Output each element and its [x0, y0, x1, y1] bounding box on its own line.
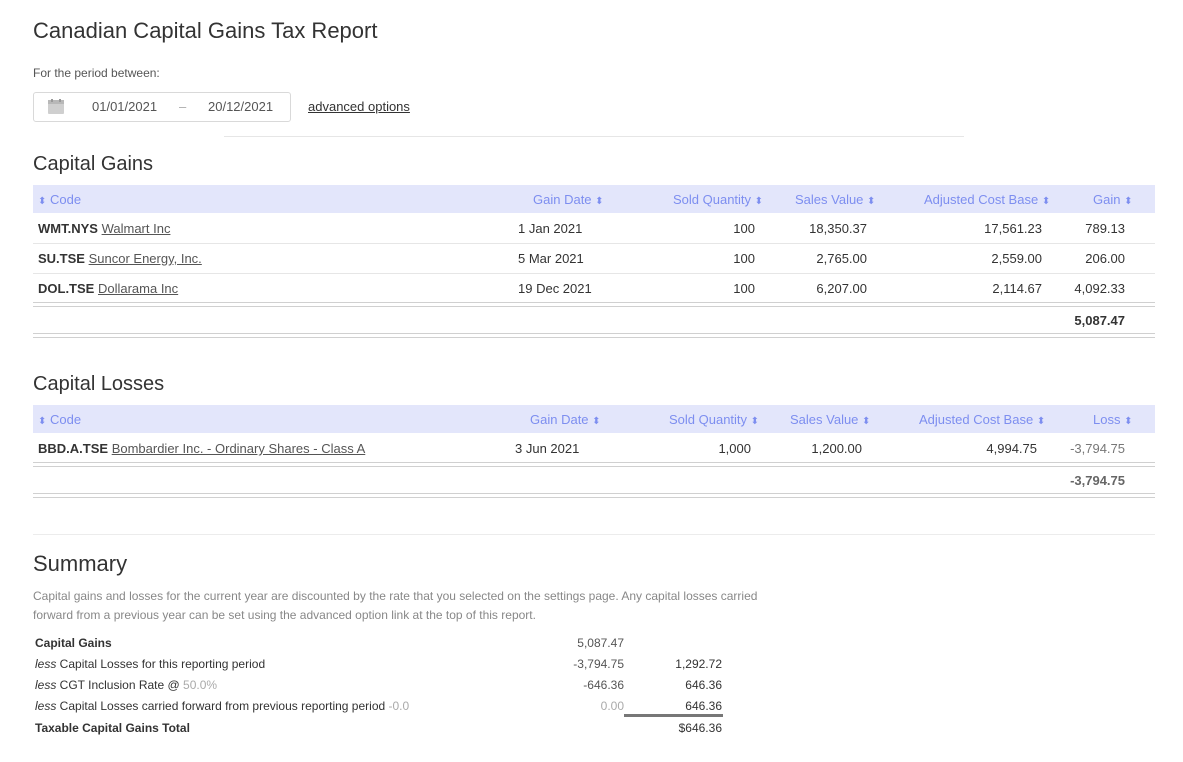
- gain-date: 1 Jan 2021: [518, 221, 583, 236]
- summary-title: Summary: [33, 551, 128, 576]
- losses-table-header: ⬍ Code Gain Date ⬍ Sold Quantity ⬍ Sales…: [33, 405, 1155, 433]
- divider: [33, 462, 1155, 467]
- sort-icon: ⬍: [38, 196, 47, 207]
- th-gain-date[interactable]: Gain Date ⬍: [530, 412, 601, 427]
- th-gain[interactable]: Gain ⬍: [1093, 192, 1133, 207]
- summary-value: 5,087.47: [577, 636, 624, 650]
- sort-icon: ⬍: [754, 196, 764, 207]
- sales-value: 2,765.00: [816, 251, 867, 266]
- summary-description: Capital gains and losses for the current…: [33, 589, 758, 622]
- sold-quantity: 1,000: [718, 441, 751, 456]
- stock-code: BBD.A.TSE: [38, 441, 109, 456]
- gain-date: 3 Jun 2021: [515, 441, 580, 456]
- sort-icon: ⬍: [862, 416, 871, 427]
- losses-total: -3,794.75: [1070, 473, 1125, 488]
- summary-label: less Capital Losses for this reporting p…: [35, 657, 266, 671]
- gain-date: 5 Mar 2021: [518, 251, 584, 266]
- sold-quantity: 100: [733, 251, 755, 266]
- calendar-icon: [48, 99, 64, 114]
- sort-icon: ⬍: [592, 416, 601, 427]
- sort-icon: ⬍: [1124, 196, 1133, 207]
- divider: [33, 333, 1155, 338]
- stock-name-link[interactable]: Walmart Inc: [101, 221, 171, 236]
- th-adjusted-cost-base[interactable]: Adjusted Cost Base ⬍: [919, 412, 1046, 427]
- stock-code: WMT.NYS: [38, 221, 98, 236]
- period-label: For the period between:: [33, 66, 160, 80]
- th-gain-date[interactable]: Gain Date ⬍: [533, 192, 604, 207]
- date-separator: –: [179, 99, 187, 114]
- table-row: WMT.NYS Walmart Inc 1 Jan 2021 100 18,35…: [33, 214, 1155, 244]
- sort-icon: ⬍: [595, 196, 604, 207]
- adjusted-cost-base: 4,994.75: [986, 441, 1037, 456]
- stock-name-link[interactable]: Dollarama Inc: [97, 281, 179, 296]
- gain-value: 206.00: [1085, 251, 1125, 266]
- th-sold-quantity[interactable]: Sold Quantity ⬍: [669, 412, 760, 427]
- page-title: Canadian Capital Gains Tax Report: [33, 18, 378, 43]
- divider: [33, 302, 1155, 307]
- summary-label: Capital Gains: [35, 636, 112, 650]
- date-from[interactable]: 01/01/2021: [92, 99, 158, 114]
- summary-subtotal: 1,292.72: [675, 657, 722, 671]
- adjusted-cost-base: 17,561.23: [984, 221, 1042, 236]
- th-sold-quantity[interactable]: Sold Quantity ⬍: [673, 192, 764, 207]
- gain-date: 19 Dec 2021: [518, 281, 592, 296]
- date-range-picker[interactable]: 01/01/2021 – 20/12/2021: [33, 92, 291, 122]
- table-row: SU.TSE Suncor Energy, Inc. 5 Mar 2021 10…: [33, 244, 1155, 274]
- gain-value: 789.13: [1085, 221, 1125, 236]
- sold-quantity: 100: [733, 221, 755, 236]
- adjusted-cost-base: 2,559.00: [991, 251, 1042, 266]
- divider: [33, 493, 1155, 498]
- sold-quantity: 100: [733, 281, 755, 296]
- sort-icon: ⬍: [867, 196, 876, 207]
- summary-subtotal: 646.36: [685, 699, 722, 713]
- summary-label: Taxable Capital Gains Total: [35, 721, 190, 735]
- table-row: BBD.A.TSE Bombardier Inc. - Ordinary Sha…: [33, 434, 1155, 463]
- date-to[interactable]: 20/12/2021: [208, 99, 274, 114]
- summary-label: less Capital Losses carried forward from…: [35, 699, 410, 713]
- stock-code: SU.TSE: [38, 251, 85, 266]
- sort-icon: ⬍: [1041, 196, 1051, 207]
- summary-value: -646.36: [583, 678, 624, 692]
- gains-total: 5,087.47: [1074, 313, 1125, 328]
- sort-icon: ⬍: [38, 416, 47, 427]
- stock-code: DOL.TSE: [38, 281, 95, 296]
- adjusted-cost-base: 2,114.67: [992, 281, 1042, 296]
- sort-icon: ⬍: [1036, 416, 1046, 427]
- sort-icon: ⬍: [1124, 416, 1133, 427]
- divider: [33, 534, 1155, 535]
- summary-subtotal: 646.36: [685, 678, 722, 692]
- divider: [224, 136, 964, 137]
- stock-name-link[interactable]: Suncor Energy, Inc.: [88, 251, 202, 266]
- th-sales-value[interactable]: Sales Value ⬍: [790, 412, 871, 427]
- th-code[interactable]: ⬍ Code: [38, 412, 82, 427]
- loss-value: -3,794.75: [1070, 441, 1125, 456]
- summary-value: -3,794.75: [573, 657, 624, 671]
- stock-name-link[interactable]: Bombardier Inc. - Ordinary Shares - Clas…: [111, 441, 366, 456]
- sort-icon: ⬍: [750, 416, 760, 427]
- capital-losses-title: Capital Losses: [33, 373, 165, 395]
- gains-table-header: ⬍ Code Gain Date ⬍ Sold Quantity ⬍ Sales…: [33, 185, 1155, 213]
- summary-label: less CGT Inclusion Rate @ 50.0%: [35, 678, 218, 692]
- advanced-options-link[interactable]: advanced options: [308, 99, 410, 114]
- th-loss[interactable]: Loss ⬍: [1093, 412, 1133, 427]
- capital-gains-title: Capital Gains: [33, 153, 154, 175]
- th-sales-value[interactable]: Sales Value ⬍: [795, 192, 876, 207]
- table-row: DOL.TSE Dollarama Inc 19 Dec 2021 100 6,…: [33, 274, 1155, 303]
- gain-value: 4,092.33: [1074, 281, 1125, 296]
- sales-value: 1,200.00: [811, 441, 862, 456]
- th-adjusted-cost-base[interactable]: Adjusted Cost Base ⬍: [924, 192, 1051, 207]
- sales-value: 6,207.00: [816, 281, 867, 296]
- taxable-total: $646.36: [678, 721, 722, 735]
- total-underline: [624, 714, 723, 717]
- summary-value: 0.00: [600, 699, 624, 713]
- th-code[interactable]: ⬍ Code: [38, 192, 82, 207]
- sales-value: 18,350.37: [809, 221, 867, 236]
